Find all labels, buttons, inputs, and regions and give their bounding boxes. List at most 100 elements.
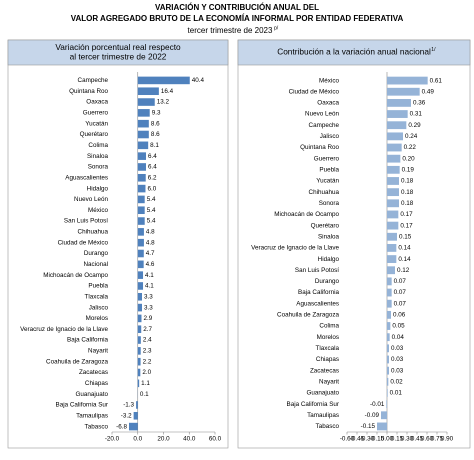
value-label: 2.3 — [143, 348, 152, 355]
value-label: 5.4 — [147, 196, 156, 203]
category-label: Jalisco — [89, 304, 109, 311]
value-label: 6.4 — [148, 164, 157, 171]
subtitle: tercer trimestre de 2023 — [188, 26, 273, 35]
category-label: Quintana Roo — [69, 88, 108, 95]
bar — [387, 188, 399, 197]
category-label: Tamaulipas — [76, 412, 108, 419]
x-tick-label: 20.0 — [157, 436, 170, 443]
x-tick-label: -20.0 — [105, 436, 120, 443]
x-tick-label: 0.15 — [391, 436, 404, 443]
bar — [137, 314, 142, 323]
value-label: 0.03 — [391, 367, 404, 374]
value-label: 16.4 — [161, 88, 174, 95]
bar — [137, 228, 144, 236]
category-label: Michoacán de Ocampo — [274, 211, 339, 218]
category-label: Aguascalientes — [296, 300, 339, 307]
bar — [387, 76, 428, 85]
value-label: 5.4 — [147, 207, 156, 214]
bar — [381, 411, 387, 420]
value-label: 8.6 — [151, 131, 160, 138]
category-label: Puebla — [319, 167, 339, 174]
bar — [137, 292, 142, 301]
value-label: -3.2 — [121, 412, 132, 419]
category-label: Puebla — [88, 283, 108, 290]
category-label: Durango — [315, 278, 340, 285]
value-label: 3.3 — [144, 293, 153, 300]
category-label: Baja California — [67, 337, 108, 344]
panel-title: Variación porcentual real respecto — [55, 42, 181, 52]
category-label: Nuevo León — [74, 196, 108, 203]
value-label: 0.18 — [401, 200, 414, 207]
value-label: 0.02 — [390, 378, 403, 385]
value-label: 4.7 — [146, 250, 155, 257]
bar — [387, 244, 397, 252]
value-label: 2.0 — [142, 369, 151, 376]
bar — [137, 152, 146, 160]
bar — [387, 366, 389, 375]
value-label: 2.2 — [143, 358, 152, 365]
bar — [137, 325, 142, 334]
value-label: 5.4 — [147, 218, 156, 225]
category-label: Sonora — [319, 200, 340, 207]
bar — [137, 217, 145, 225]
category-label: Chiapas — [316, 356, 339, 363]
value-label: 0.03 — [391, 345, 404, 352]
value-label: 0.17 — [400, 211, 413, 218]
bar — [387, 322, 391, 330]
panel-header — [7, 39, 229, 66]
value-label: 2.7 — [143, 326, 152, 333]
x-tick-label: -0.30 — [360, 436, 375, 443]
x-tick-label: 0.0 — [133, 436, 142, 443]
category-label: San Luis Potosí — [64, 218, 108, 225]
x-tick-label: -0.45 — [350, 436, 365, 443]
value-label: 0.07 — [394, 300, 407, 307]
category-label: México — [88, 207, 108, 214]
bar — [137, 163, 146, 171]
bar — [137, 303, 142, 312]
category-label: Jalisco — [320, 133, 340, 140]
bar — [377, 422, 387, 431]
bar — [387, 310, 391, 319]
category-label: Querétaro — [311, 222, 340, 229]
category-label: Zacatecas — [79, 369, 108, 376]
bar — [387, 288, 392, 297]
value-label: 2.4 — [143, 337, 152, 344]
category-label: Durango — [84, 250, 109, 257]
value-label: 0.14 — [398, 245, 411, 252]
bar — [137, 206, 145, 215]
value-label: -0.09 — [365, 412, 380, 419]
value-label: -1.3 — [123, 402, 134, 409]
value-label: 8.1 — [150, 142, 159, 149]
category-label: Morelos — [317, 334, 339, 341]
bar — [137, 119, 149, 128]
x-tick-label: 0.30 — [401, 436, 414, 443]
bar — [137, 76, 190, 85]
x-tick-label: 0.00 — [381, 436, 394, 443]
x-tick-label: 0.45 — [411, 436, 424, 443]
bar — [137, 87, 159, 96]
bar — [136, 401, 138, 409]
bar — [387, 266, 395, 275]
value-label: 9.3 — [152, 110, 161, 117]
title: VARIACIÓN Y CONTRIBUCIÓN ANUAL DEL — [155, 3, 319, 12]
bar — [387, 232, 397, 241]
bar — [387, 177, 399, 185]
bar — [387, 98, 411, 107]
value-label: 0.49 — [422, 88, 435, 95]
value-label: 0.18 — [401, 189, 414, 196]
bar — [387, 344, 389, 353]
value-label: 0.18 — [401, 178, 414, 185]
category-label: Oaxaca — [86, 99, 108, 106]
title: VALOR AGREGADO BRUTO DE LA ECONOMÍA INFO… — [71, 14, 404, 23]
category-label: Baja California Sur — [56, 402, 109, 409]
bar — [387, 87, 420, 96]
panel-title: Contribución a la variación anual nacion… — [277, 47, 431, 57]
category-label: Veracruz de Ignacio de la Llave — [20, 326, 108, 333]
bar — [137, 109, 150, 117]
category-label: Tabasco — [85, 423, 109, 430]
category-label: Sinaloa — [318, 233, 340, 240]
bar — [387, 389, 388, 397]
category-label: Campeche — [78, 77, 109, 84]
value-label: -0.15 — [361, 423, 376, 430]
bar — [387, 165, 400, 174]
